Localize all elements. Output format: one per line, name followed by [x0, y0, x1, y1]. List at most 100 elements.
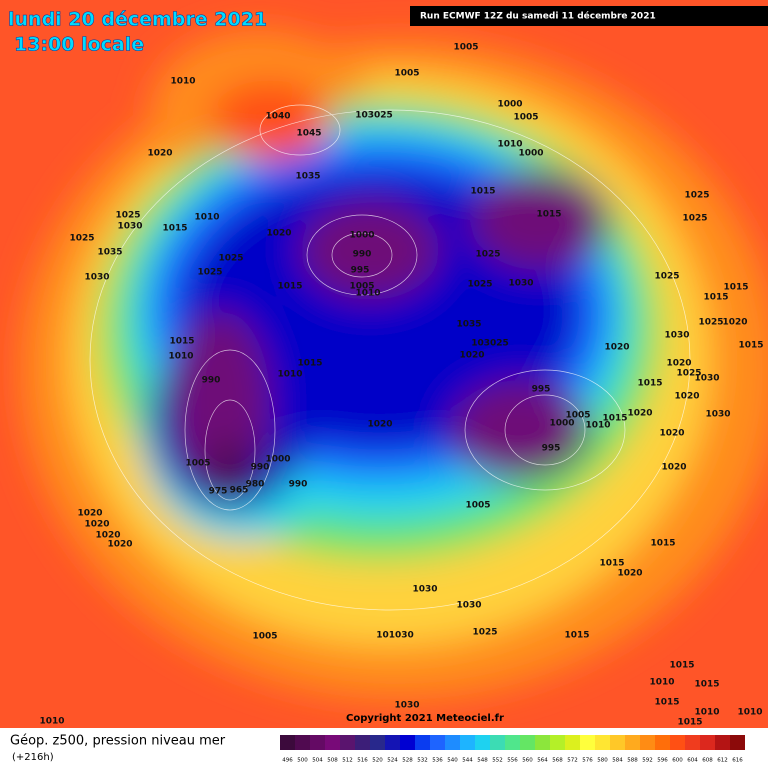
isobar-label: 1015	[536, 210, 561, 220]
isobar-label: 1020	[147, 149, 172, 159]
isobar-label: 1020	[266, 229, 291, 239]
isobar-label: 1015	[694, 680, 719, 690]
colorbar-label: 592	[642, 758, 653, 764]
colorbar-label: 616	[732, 758, 743, 764]
isobar-label: 995	[351, 266, 370, 276]
isobar-label: 1010	[497, 140, 522, 150]
isobar-label: 1020	[666, 359, 691, 369]
colorbar-swatch	[310, 735, 325, 750]
isobar-label: 1015	[564, 631, 589, 641]
isobar-label: 1020	[627, 409, 652, 419]
colorbar-label: 528	[402, 758, 413, 764]
isobar-label: 1015	[297, 359, 322, 369]
isobar-label: 1040	[265, 112, 290, 122]
isobar-label: 975	[209, 487, 228, 497]
isobar-label: 1015	[277, 282, 302, 292]
isobar-label: 1025	[475, 250, 500, 260]
isobar-label: 1015	[169, 337, 194, 347]
isobar-label: 1030	[84, 273, 109, 283]
colorbar-swatch	[460, 735, 475, 750]
isobar-label: 1000	[518, 149, 543, 159]
isobar-label: 990	[251, 463, 270, 473]
isobar-label: 1025	[197, 268, 222, 278]
isobar-label: 1035	[97, 248, 122, 258]
copyright: Copyright 2021 Meteociel.fr	[346, 713, 504, 724]
colorbar-label: 532	[417, 758, 428, 764]
isobar-label: 1030	[705, 410, 730, 420]
isobar-label: 1010	[585, 421, 610, 431]
isobar-label: 1010	[737, 708, 762, 718]
isobar-label: 995	[542, 444, 561, 454]
run-box	[410, 6, 768, 26]
footer-lead: (+216h)	[12, 752, 54, 763]
isobar-label: 1010	[355, 289, 380, 299]
isobar-label: 1025	[115, 211, 140, 221]
isobar-label: 1030	[664, 331, 689, 341]
colorbar-swatch	[715, 735, 730, 750]
colorbar-swatch	[370, 735, 385, 750]
isobar-label: 1005	[465, 501, 490, 511]
isobar-label: 103025	[355, 111, 393, 121]
colorbar-label: 572	[567, 758, 578, 764]
colorbar-label: 508	[327, 758, 338, 764]
isobar-label: 1020	[659, 429, 684, 439]
colorbar-label: 512	[342, 758, 353, 764]
isobar-label: 1005	[394, 69, 419, 79]
colorbar-label: 560	[522, 758, 533, 764]
colorbar-label: 500	[297, 758, 308, 764]
colorbar-label: 580	[597, 758, 608, 764]
run: Run ECMWF 12Z du samedi 11 décembre 2021	[420, 11, 656, 22]
isobar-label: 1025	[698, 318, 723, 328]
isobar-label: 1025	[654, 272, 679, 282]
isobars	[89, 104, 691, 611]
colorbar-label: 524	[387, 758, 398, 764]
isobar-label: 1020	[84, 520, 109, 530]
colorbar-swatch	[535, 735, 550, 750]
isobar-label: 1005	[349, 282, 374, 292]
isobar-label: 103025	[471, 339, 509, 349]
colorbar-swatch	[295, 735, 310, 750]
isobar-label: 1000	[549, 419, 574, 429]
isobar-label: 990	[289, 480, 308, 490]
isobar-label: 1015	[650, 539, 675, 549]
colorbar-swatch	[445, 735, 460, 750]
isobar-label: 1015	[599, 559, 624, 569]
isobar-label: 1015	[677, 718, 702, 728]
isobar-label: 1005	[513, 113, 538, 123]
isobar-label: 1005	[252, 632, 277, 642]
colorbar-label: 612	[717, 758, 728, 764]
colorbar-label: 544	[462, 758, 473, 764]
isobar-label: 995	[532, 385, 551, 395]
colorbar-swatch	[355, 735, 370, 750]
isobar-label: 1025	[69, 234, 94, 244]
isobar-label: 1020	[95, 531, 120, 541]
isobar-label: 1015	[723, 283, 748, 293]
isobar-label: 1010	[168, 352, 193, 362]
isobar-label: 1000	[265, 455, 290, 465]
isobar-label: 1005	[185, 459, 210, 469]
isobar-label: 1015	[470, 187, 495, 197]
isobar-label: 1020	[367, 420, 392, 430]
isobar-label: 1020	[617, 569, 642, 579]
isobar-label: 990	[353, 250, 372, 260]
isobar-label: 1025	[218, 254, 243, 264]
isobar-label: 1030	[456, 601, 481, 611]
isobar-label: 1020	[674, 392, 699, 402]
isobar-label: 1025	[676, 369, 701, 379]
colorbar-label: 608	[702, 758, 713, 764]
colorbar-swatch	[280, 735, 295, 750]
colorbar-label: 552	[492, 758, 503, 764]
colorbar-label: 568	[552, 758, 563, 764]
isobar-label: 1020	[604, 343, 629, 353]
colorbar-swatch	[625, 735, 640, 750]
colorbar-swatch	[550, 735, 565, 750]
colorbar-swatch	[670, 735, 685, 750]
colorbar-label: 496	[282, 758, 293, 764]
isobar-label: 980	[246, 480, 265, 490]
colorbar-swatch	[610, 735, 625, 750]
colorbar-label: 548	[477, 758, 488, 764]
isobar-label: 1030	[117, 222, 142, 232]
colorbar-swatch	[325, 735, 340, 750]
colorbar-label: 536	[432, 758, 443, 764]
